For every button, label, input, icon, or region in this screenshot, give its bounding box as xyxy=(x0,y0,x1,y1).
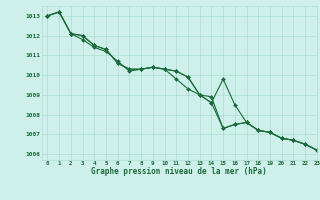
X-axis label: Graphe pression niveau de la mer (hPa): Graphe pression niveau de la mer (hPa) xyxy=(91,168,267,177)
